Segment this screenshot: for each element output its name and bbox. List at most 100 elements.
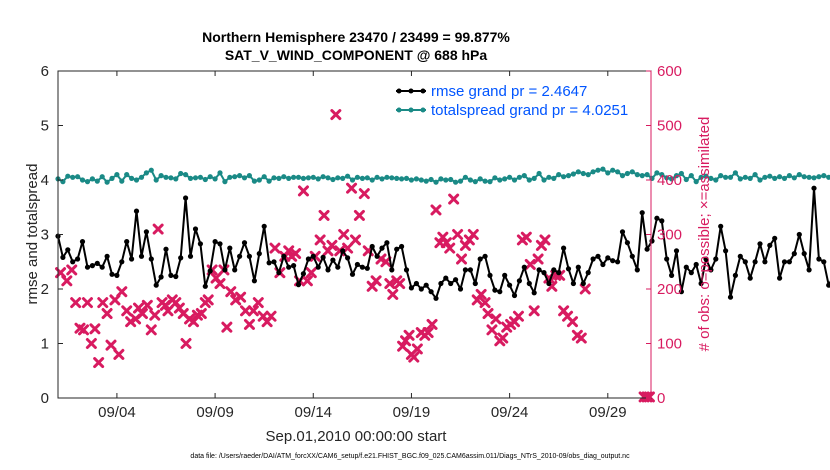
totalspread-point bbox=[624, 170, 631, 177]
totalspread-point bbox=[796, 172, 802, 178]
rmse-point bbox=[541, 270, 547, 276]
rmse-point bbox=[163, 246, 169, 252]
obs-assimilated-marker bbox=[305, 267, 317, 279]
rmse-point bbox=[291, 263, 297, 269]
obs-assimilated-marker bbox=[358, 188, 370, 200]
rmse-point bbox=[742, 259, 748, 265]
totalspread-point bbox=[708, 175, 714, 181]
totalspread-point bbox=[330, 176, 336, 183]
x-tick-label: 09/24 bbox=[491, 404, 529, 421]
obs-assimilated-marker bbox=[411, 343, 423, 355]
obs-assimilated-marker bbox=[105, 339, 117, 351]
totalspread-point bbox=[178, 170, 184, 177]
obs-assimilated-marker bbox=[486, 324, 498, 336]
left-y-tick-label: 5 bbox=[41, 118, 49, 135]
totalspread-point bbox=[781, 175, 788, 181]
totalspread-point bbox=[124, 172, 130, 178]
totalspread-point bbox=[79, 177, 86, 183]
obs-assimilated-marker bbox=[225, 286, 237, 298]
rmse-point bbox=[811, 185, 817, 191]
obs-assimilated-marker bbox=[149, 309, 161, 321]
rmse-point bbox=[826, 282, 830, 288]
rmse-point bbox=[354, 261, 360, 268]
obs-assimilated-marker bbox=[290, 248, 302, 260]
obs-assimilated-marker bbox=[202, 294, 214, 306]
rmse-point bbox=[320, 254, 326, 260]
obs-assimilated-marker bbox=[346, 182, 358, 194]
rmse-point bbox=[60, 254, 66, 260]
totalspread-point bbox=[580, 170, 586, 177]
rmse-point bbox=[241, 240, 248, 246]
obs-assimilated-marker bbox=[247, 305, 259, 317]
obs-assimilated-marker bbox=[180, 338, 192, 349]
obs-assimilated-marker bbox=[269, 242, 281, 254]
totalspread-point bbox=[173, 176, 179, 182]
totalspread-point bbox=[428, 176, 434, 183]
obs-possible-marker bbox=[643, 391, 655, 403]
rmse-point bbox=[462, 267, 468, 273]
rmse-point bbox=[65, 247, 71, 253]
totalspread-point bbox=[138, 174, 145, 180]
x-tick-label: 09/14 bbox=[294, 404, 332, 421]
totalspread-point bbox=[453, 179, 459, 185]
totalspread-point bbox=[335, 175, 341, 181]
rmse-point bbox=[197, 241, 203, 247]
obs-assimilated-marker bbox=[314, 234, 326, 246]
right-y-tick-label: 0 bbox=[657, 390, 665, 407]
rmse-point bbox=[727, 294, 734, 300]
legend-rmse-label: rmse grand pr = 2.4647 bbox=[431, 83, 587, 100]
totalspread-point bbox=[497, 177, 503, 183]
rmse-point bbox=[173, 273, 179, 280]
totalspread-point bbox=[703, 173, 709, 179]
totalspread-point bbox=[727, 174, 734, 180]
rmse-point bbox=[507, 282, 513, 288]
rmse-point bbox=[791, 251, 797, 257]
rmse-point bbox=[217, 241, 223, 247]
rmse-point bbox=[119, 259, 125, 265]
totalspread-point bbox=[575, 169, 581, 175]
obs-assimilated-marker bbox=[490, 313, 502, 325]
rmse-point bbox=[124, 239, 130, 245]
rmse-point bbox=[369, 243, 375, 250]
totalspread-point bbox=[821, 173, 827, 179]
rmse-point bbox=[408, 285, 414, 291]
rmse-point bbox=[457, 286, 464, 292]
rmse-point bbox=[713, 256, 719, 262]
obs-assimilated-marker bbox=[524, 258, 536, 270]
rmse-point bbox=[615, 259, 621, 265]
rmse-point bbox=[403, 267, 410, 273]
totalspread-point bbox=[561, 174, 567, 180]
obs-assimilated-marker bbox=[520, 231, 532, 243]
obs-assimilated-marker bbox=[387, 288, 399, 300]
rmse-point bbox=[526, 280, 532, 287]
obs-assimilated-marker bbox=[136, 308, 148, 320]
obs-assimilated-marker bbox=[70, 297, 82, 309]
x-tick-label: 09/19 bbox=[393, 404, 431, 421]
obs-assimilated-marker bbox=[121, 305, 133, 317]
x-tick-label: 09/29 bbox=[589, 404, 627, 421]
rmse-point bbox=[737, 253, 743, 259]
totalspread-point bbox=[153, 177, 159, 183]
rmse-point bbox=[310, 253, 316, 259]
rmse-point bbox=[246, 253, 252, 259]
data-file-footer: data file: /Users/raeder/DAI/ATM_forcXX/… bbox=[190, 453, 630, 460]
totalspread-point bbox=[305, 175, 311, 181]
totalspread-point bbox=[281, 174, 287, 180]
totalspread-point bbox=[207, 174, 213, 180]
rmse-point bbox=[325, 267, 331, 273]
totalspread-point bbox=[570, 171, 577, 177]
totalspread-point bbox=[94, 178, 100, 184]
legend-spread-marker bbox=[396, 107, 402, 113]
rmse-point bbox=[286, 264, 292, 270]
rmse-point bbox=[772, 235, 778, 241]
legend-rmse-marker bbox=[396, 88, 402, 94]
rmse-point bbox=[585, 270, 591, 276]
totalspread-point bbox=[654, 170, 660, 176]
totalspread-point bbox=[448, 176, 454, 183]
rmse-point bbox=[359, 264, 365, 270]
rmse-point bbox=[232, 267, 238, 273]
rmse-point bbox=[212, 239, 218, 245]
rmse-point bbox=[379, 245, 385, 251]
rmse-point bbox=[565, 266, 572, 272]
